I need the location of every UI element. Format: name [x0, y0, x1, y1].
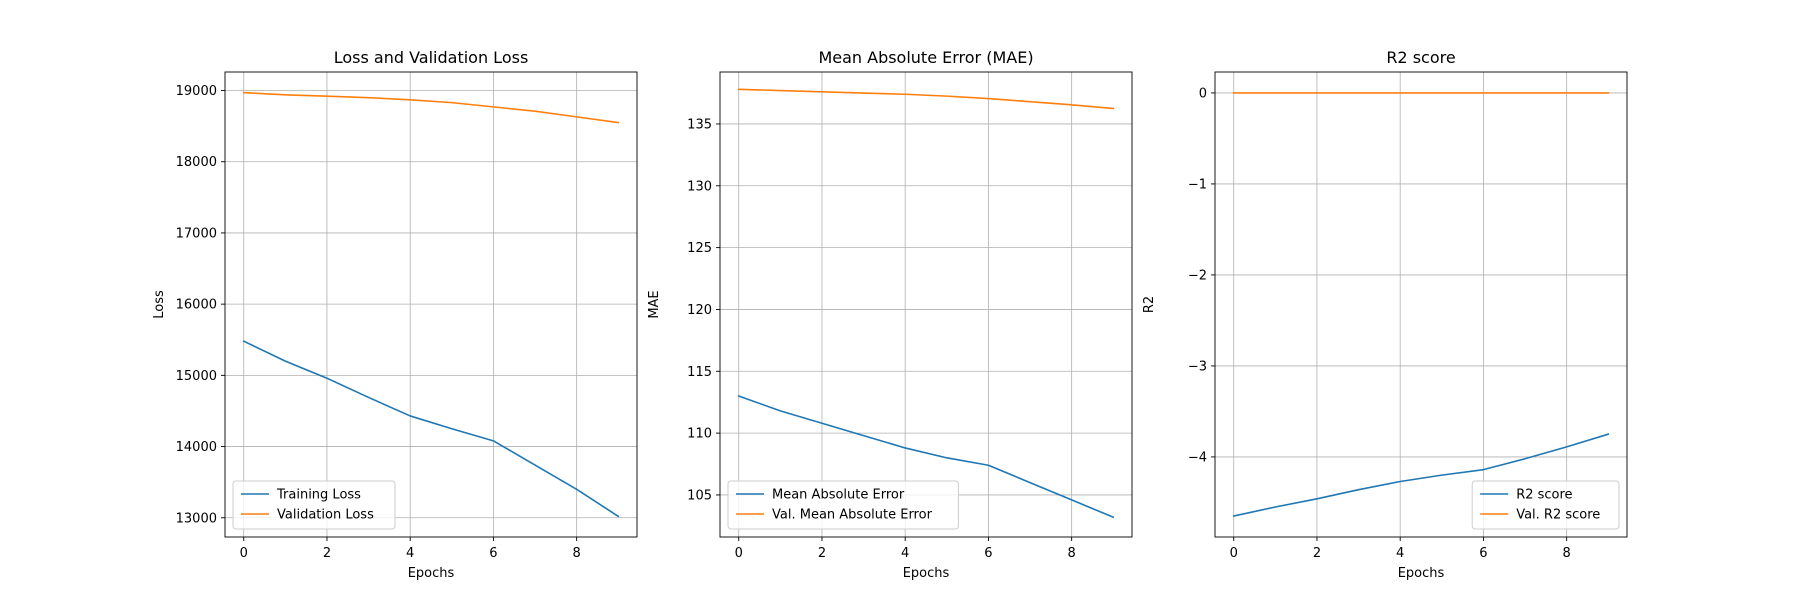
- x-tick-label: 0: [240, 546, 248, 561]
- y-tick-label: 110: [687, 427, 712, 442]
- plot-frame: [1214, 71, 1628, 538]
- y-tick-label: 105: [687, 488, 712, 503]
- legend: R2 score Val. R2 score: [1471, 480, 1620, 530]
- legend-entry: Training Loss: [276, 488, 361, 503]
- y-axis-label: R2: [1142, 296, 1157, 313]
- y-tick-label: 13000: [176, 511, 217, 526]
- y-axis-label: Loss: [152, 290, 167, 319]
- y-tick-label: 115: [687, 365, 712, 380]
- x-tick-label: 2: [323, 546, 331, 561]
- y-tick-label: −4: [1188, 450, 1207, 465]
- y-tick-label: 135: [687, 117, 712, 132]
- x-axis-label: Epochs: [408, 566, 455, 581]
- legend-entry: Val. R2 score: [1516, 508, 1600, 523]
- chart-title: R2 score: [1386, 48, 1455, 67]
- y-tick-label: 0: [1199, 86, 1207, 101]
- x-tick-label: 4: [901, 546, 909, 561]
- x-tick-label: 6: [984, 546, 992, 561]
- legend-entry: Mean Absolute Error: [772, 488, 905, 503]
- plot-frame: [719, 71, 1133, 538]
- x-tick-label: 0: [1230, 546, 1238, 561]
- x-tick-label: 2: [1313, 546, 1321, 561]
- legend-entry: R2 score: [1516, 488, 1572, 503]
- legend: Mean Absolute Error Val. Mean Absolute Er…: [727, 480, 959, 530]
- legend-entry: Validation Loss: [277, 508, 374, 523]
- x-tick-label: 0: [735, 546, 743, 561]
- y-tick-label: 19000: [176, 84, 217, 99]
- y-tick-label: −1: [1188, 177, 1207, 192]
- chart-1: 0 2 4 6 8 13000 14000 15000 16000 17000 18000 19000…: [152, 48, 638, 581]
- y-tick-label: 18000: [176, 155, 217, 170]
- chart-3: 0 2 4 6 8 0 −1 −2 −3 −4 R2 score Epochs R2 R2 score Va…: [1142, 48, 1628, 581]
- x-tick-label: 8: [573, 546, 581, 561]
- chart-title: Mean Absolute Error (MAE): [818, 48, 1033, 67]
- series-line-2: [242, 91, 620, 124]
- series-line-1: [737, 394, 1115, 519]
- y-tick-label: 14000: [176, 440, 217, 455]
- x-tick-label: 8: [1068, 546, 1076, 561]
- x-tick-label: 8: [1563, 546, 1571, 561]
- y-tick-label: −3: [1188, 359, 1207, 374]
- legend-box: [232, 480, 396, 530]
- legend: Training Loss Validation Loss: [232, 480, 396, 530]
- x-tick-label: 6: [1479, 546, 1487, 561]
- x-axis-label: Epochs: [903, 566, 950, 581]
- y-tick-label: 15000: [176, 369, 217, 384]
- x-tick-label: 4: [406, 546, 414, 561]
- y-axis-label: MAE: [647, 290, 662, 318]
- x-tick-label: 4: [1396, 546, 1404, 561]
- x-axis-label: Epochs: [1398, 566, 1445, 581]
- series-line-2: [737, 88, 1115, 110]
- chart-title: Loss and Validation Loss: [334, 48, 529, 67]
- y-tick-label: 16000: [176, 298, 217, 313]
- y-tick-label: −2: [1188, 268, 1207, 283]
- legend-entry: Val. Mean Absolute Error: [772, 508, 933, 523]
- x-tick-label: 2: [818, 546, 826, 561]
- series-line-1: [242, 340, 620, 518]
- y-tick-label: 125: [687, 241, 712, 256]
- y-tick-label: 120: [687, 303, 712, 318]
- series-line-1: [1232, 433, 1610, 518]
- y-tick-label: 17000: [176, 226, 217, 241]
- x-tick-label: 6: [489, 546, 497, 561]
- chart-2: 0 2 4 6 8 105 110 115 120 125 130 135 Mean Absolute …: [647, 48, 1133, 581]
- legend-box: [1471, 480, 1620, 530]
- y-tick-label: 130: [687, 179, 712, 194]
- legend-box: [727, 480, 959, 530]
